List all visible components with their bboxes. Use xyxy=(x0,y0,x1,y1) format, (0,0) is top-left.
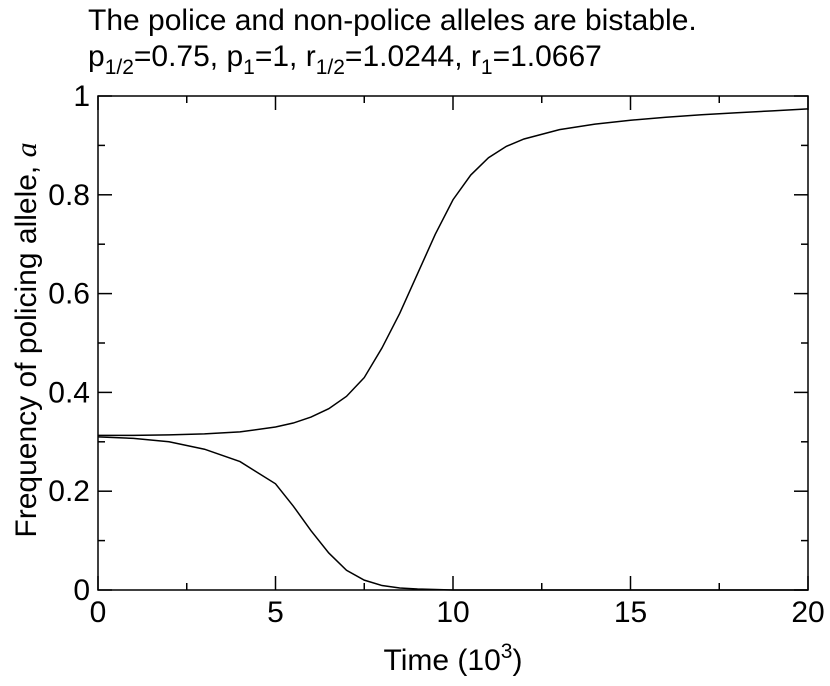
subtitle-text: =0.75, xyxy=(134,40,227,73)
x-label-text: Time (10 xyxy=(384,644,501,677)
subtitle-text: r xyxy=(306,40,316,73)
subtitle-subscript: 1 xyxy=(243,56,255,79)
x-label-text: ) xyxy=(512,644,522,677)
subtitle-text: =1.0244, xyxy=(345,40,471,73)
x-tick-label: 10 xyxy=(436,596,469,629)
x-tick-label: 15 xyxy=(614,596,647,629)
x-tick-label: 0 xyxy=(90,596,107,629)
y-tick-label: 0.2 xyxy=(48,475,90,508)
y-label-text: Frequency of policing allele, xyxy=(10,157,43,537)
subtitle-text: r xyxy=(471,40,481,73)
chart-title: The police and non-police alleles are bi… xyxy=(88,4,697,37)
y-tick-label: 0 xyxy=(73,574,90,607)
y-tick-label: 0.6 xyxy=(48,278,90,311)
plot-frame xyxy=(97,95,809,591)
series-line xyxy=(98,108,809,437)
y-tick-label: 0.4 xyxy=(48,376,90,409)
subtitle-subscript: 1/2 xyxy=(316,56,345,79)
subtitle-subscript: 1/2 xyxy=(105,56,134,79)
chart-subtitle: p1/2=0.75, p1=1, r1/2=1.0244, r1=1.0667 xyxy=(88,40,602,79)
x-tick-label: 5 xyxy=(267,596,284,629)
y-axis-label: Frequency of policing allele, a xyxy=(10,142,43,537)
series-line xyxy=(97,436,808,591)
subtitle-text: p xyxy=(226,40,243,73)
x-tick-label: 20 xyxy=(791,596,824,629)
x-axis-label: Time (103) xyxy=(384,640,523,677)
x-label-sup: 3 xyxy=(501,640,513,663)
subtitle-text: =1.0667 xyxy=(493,40,602,73)
subtitle-text: =1, xyxy=(255,40,306,73)
y-tick-label: 1 xyxy=(73,80,90,113)
y-tick-label: 0.8 xyxy=(48,179,90,212)
y-label-italic: a xyxy=(10,142,43,157)
subtitle-text: p xyxy=(88,40,105,73)
subtitle-subscript: 1 xyxy=(481,56,493,79)
